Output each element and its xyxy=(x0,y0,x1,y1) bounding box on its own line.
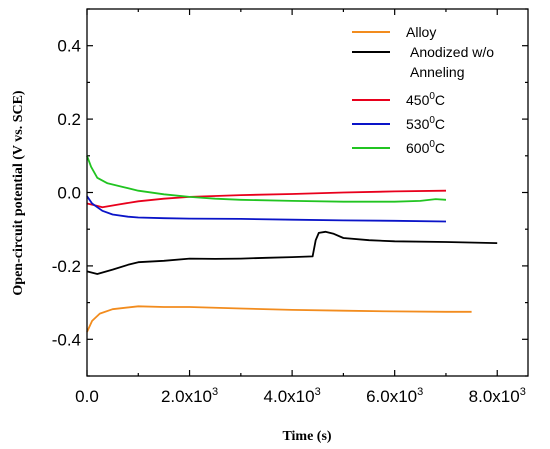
x-tick-labels: 0.0 2.0x103 4.0x103 6.0x103 8.0x103 xyxy=(75,386,526,406)
y-tick-label: 0.0 xyxy=(57,184,81,203)
legend-label-4: 6000C xyxy=(406,139,445,156)
y-tick-labels: -0.4 -0.2 0.0 0.2 0.4 xyxy=(52,37,81,350)
series-layer xyxy=(86,155,498,333)
series-line-2 xyxy=(86,189,447,209)
legend-label-1: Anodized w/o Anneling xyxy=(410,44,494,80)
legend-label-2: 4500C xyxy=(406,91,445,108)
y-axis-title: Open-circuit potential (V vs. SCE) xyxy=(11,90,26,296)
y-tick-label: -0.2 xyxy=(52,257,81,276)
series-line-1 xyxy=(86,230,498,275)
y-tick-label: -0.4 xyxy=(52,330,81,349)
y-tick-label: 0.4 xyxy=(57,37,81,56)
x-tick-label: 6.0x103 xyxy=(366,386,423,406)
series-line-3 xyxy=(86,195,447,223)
y-tick-label: 0.2 xyxy=(57,110,81,129)
x-tick-label: 8.0x103 xyxy=(469,386,526,406)
plot-frame xyxy=(86,8,529,377)
series-line-4 xyxy=(86,155,447,203)
legend-label-3: 5300C xyxy=(406,115,445,132)
x-tick-label: 4.0x103 xyxy=(264,386,321,406)
x-axis-title: Time (s) xyxy=(282,429,331,444)
x-tick-label: 0.0 xyxy=(75,387,99,406)
legend-label-0: Alloy xyxy=(406,24,436,40)
legend: Alloy Anodized w/o Anneling 4500C 5300C 6000C xyxy=(352,24,494,156)
series-line-0 xyxy=(86,305,472,333)
x-tick-label: 2.0x103 xyxy=(161,386,218,406)
